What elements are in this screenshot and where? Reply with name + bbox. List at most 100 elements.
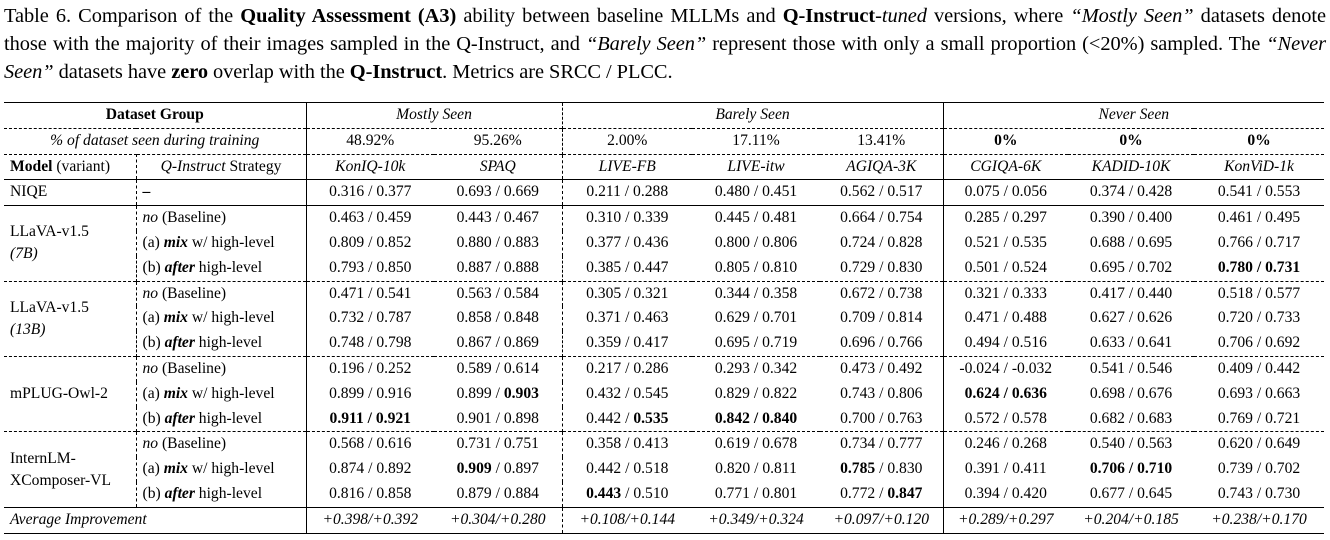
metric-cell: 0.540 / 0.563 <box>1068 431 1195 458</box>
caption-bold: Quality Assessment (A3) <box>240 5 457 27</box>
metric-cell: 0.471 / 0.488 <box>964 309 1047 327</box>
metric-cell: 0.901 / 0.898 <box>434 406 563 432</box>
group-never-seen: Never Seen <box>943 102 1325 129</box>
strategy-cell: (b) after high-level <box>136 406 307 432</box>
metric-cell: 0.390 / 0.400 <box>1068 205 1195 231</box>
metric-cell: 0.471 / 0.541 <box>306 280 435 307</box>
metric-cell: 0.743 / 0.806 <box>820 381 944 407</box>
metric-part: 0.830 <box>887 460 923 478</box>
strategy-text: (a) <box>142 233 164 251</box>
metric-cell: 0.473 / 0.492 <box>820 355 944 382</box>
metric-part: 0.909 <box>456 460 492 478</box>
strategy-text: mix <box>163 460 188 478</box>
model-row: LLaVA-v1.5 (13B) no (Baseline) 0.471 / 0.54… <box>4 280 1325 357</box>
metric-cell: 0.858 / 0.848 <box>434 306 563 332</box>
metric-part: 0.899 <box>456 384 492 402</box>
model-row: mPLUG-Owl-2 no (Baseline) 0.196 / 0.252 0.5… <box>4 355 1325 432</box>
strategy-cell: no (Baseline) <box>136 280 307 307</box>
caption-text: ability between baseline MLLMs and <box>456 5 783 27</box>
strategy-text: mix <box>163 309 188 327</box>
metric-cell: 0.371 / 0.463 <box>586 309 669 327</box>
metric-cell: 0.688 / 0.695 <box>1089 233 1173 251</box>
caption-text: represent those with only a small propor… <box>706 33 1267 55</box>
caption-italic: -tuned <box>875 5 927 27</box>
model-row: (a) mix w/ high-level 0.732 / 0.787 0.858 … <box>4 306 1324 332</box>
strategy-text: (b) <box>142 258 165 276</box>
model-name-cell: mPLUG-Owl-2 <box>4 355 137 432</box>
metric-cell: 0.463 / 0.459 <box>306 205 435 231</box>
metric-cell: 0.693 / 0.669 <box>434 179 563 206</box>
metric-cell: 0.731 / 0.751 <box>434 431 563 458</box>
metric-cell: 0.358 / 0.413 <box>562 431 693 458</box>
metric-part: 0.897 <box>503 460 539 478</box>
strategy-text: (b) <box>142 409 165 427</box>
strategy-text: w/ high-level <box>187 460 275 478</box>
metric-cell: 0.572 / 0.578 <box>964 409 1047 427</box>
strategy-text: after <box>164 258 195 276</box>
metric-cell: 0.739 / 0.702 <box>1217 460 1301 478</box>
metric-cell: 0.344 / 0.358 <box>692 280 821 307</box>
metric-cell: 0.695 / 0.702 <box>1089 258 1173 276</box>
model-name-cell: LLaVA-v1.5 (13B) <box>4 280 137 357</box>
metric-cell: 0.562 / 0.517 <box>820 179 944 206</box>
strategy-header-italic: Q-Instruct <box>160 157 226 175</box>
strategy-text: (Baseline) <box>158 435 227 453</box>
average-row: Average Improvement +0.398/+0.392 +0.304/+… <box>4 506 1325 534</box>
metric-cell: 0.563 / 0.584 <box>434 280 563 307</box>
strategy-text: w/ high-level <box>187 384 275 402</box>
metric-part: / <box>875 484 888 502</box>
model-row: (a) mix w/ high-level 0.809 / 0.852 0.880 … <box>4 230 1324 256</box>
metric-part: / <box>621 484 634 502</box>
metric-cell: 0.627 / 0.626 <box>1089 309 1173 327</box>
metric-cell: 0.442 / 0.535 <box>562 407 692 432</box>
strategy-cell: no (Baseline) <box>136 205 307 231</box>
model-row: (a) mix w/ high-level 0.899 / 0.916 0.899 … <box>4 381 1324 407</box>
metric-cell: 0.293 / 0.342 <box>692 355 821 382</box>
metric-cell: 0.698 / 0.676 <box>1089 384 1173 402</box>
dataset-name: LIVE-FB <box>562 153 693 180</box>
model-variant: (13B) <box>10 320 46 338</box>
metric-cell: 0.743 / 0.730 <box>1217 484 1301 502</box>
metric-cell: 0.829 / 0.822 <box>714 384 798 402</box>
model-row: (b) after high-level 0.911 / 0.921 0.901 /… <box>4 406 1324 432</box>
model-name: NIQE <box>4 179 137 206</box>
metric-cell: 0.724 / 0.828 <box>820 230 944 256</box>
metric-cell: 0.589 / 0.614 <box>434 355 563 382</box>
strategy-text: high-level <box>194 484 263 502</box>
pct-cell: 17.11% <box>692 127 821 155</box>
metric-cell: 0.321 / 0.333 <box>943 280 1069 307</box>
strategy-cell: (a) mix w/ high-level <box>136 381 307 407</box>
strategy-header: Q-Instruct Strategy <box>136 153 307 180</box>
metric-part: 0.772 <box>840 484 876 502</box>
strategy-cell: (a) mix w/ high-level <box>136 457 307 482</box>
dataset-name: AGIQA-3K <box>820 153 944 180</box>
model-row: (b) after high-level 0.816 / 0.858 0.879 /… <box>4 481 1324 508</box>
group-header-row: Dataset Group Mostly Seen Barely Seen Ne… <box>4 102 1325 129</box>
average-cell: +0.289/+0.297 <box>943 506 1069 534</box>
pct-label: % of dataset seen during training <box>4 127 307 155</box>
metric-cell: 0.734 / 0.777 <box>820 431 944 458</box>
metric-cell: 0.693 / 0.663 <box>1217 384 1301 402</box>
metric-cell: 0.624 / 0.636 <box>964 384 1047 402</box>
metric-cell: 0.695 / 0.719 <box>714 334 798 352</box>
metric-cell: 0.766 / 0.717 <box>1217 233 1301 251</box>
strategy-text: mix <box>163 384 188 402</box>
metric-cell: 0.706 / 0.710 <box>1089 460 1173 478</box>
strategy-cell: no (Baseline) <box>136 355 307 382</box>
strategy-cell: (b) after high-level <box>136 481 307 508</box>
metric-cell: 0.780 / 0.731 <box>1217 258 1301 276</box>
metric-cell: -0.024 / -0.032 <box>943 355 1069 382</box>
dataset-name: CGIQA-6K <box>943 153 1069 180</box>
metric-part: 0.443 <box>586 484 622 502</box>
metric-cell: 0.461 / 0.495 <box>1194 205 1325 231</box>
metric-cell: 0.709 / 0.814 <box>820 306 944 332</box>
strategy-text: (a) <box>142 384 164 402</box>
average-label: Average Improvement <box>4 506 307 534</box>
model-header-rest: (variant) <box>52 157 111 175</box>
metric-cell: 0.842 / 0.840 <box>714 409 798 427</box>
caption-text: datasets have <box>53 61 172 83</box>
average-cell: +0.204/+0.185 <box>1068 506 1195 534</box>
metric-cell: 0.899 / 0.916 <box>329 384 412 402</box>
metric-cell: 0.409 / 0.442 <box>1194 355 1325 382</box>
strategy-text: high-level <box>194 409 263 427</box>
